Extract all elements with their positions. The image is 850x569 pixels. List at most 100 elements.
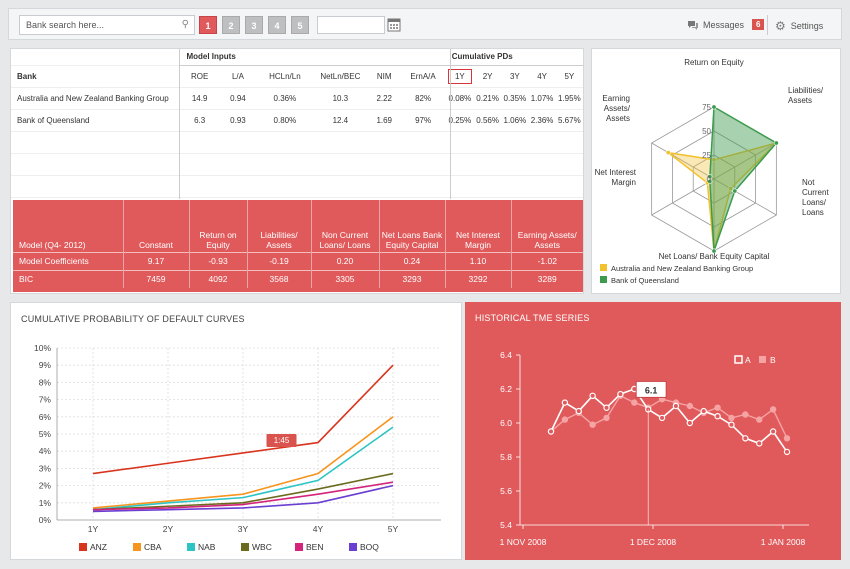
tab-pd-1y[interactable]: 1Y [445,65,474,88]
y-tick-label: 6% [39,412,52,422]
radar-axis-label: Net Loans/ Bank Equity Capital [659,252,770,261]
legend-swatch [600,276,607,283]
group-header-cumulative-pds: Cumulative PDs [445,49,583,66]
annotation-box [635,380,667,398]
radar-axis-label: Earning Assets/Assets [602,94,630,123]
x-tick-label: 1 JAN 2008 [761,537,806,547]
page-button-4[interactable]: 4 [268,16,286,34]
radar-tick-label: 50 [702,127,711,136]
column-header-la[interactable]: L/A [218,65,258,88]
legend-label: ANZ [90,542,107,552]
pd-chart-title: CUMULATIVE PROBABILITY OF DEFAULT CURVES [21,314,245,324]
y-tick-label: 5% [39,429,52,439]
series-line [92,484,394,513]
table-cell: 7459 [123,269,190,288]
table-cell: 0.24 [379,251,446,270]
table-row[interactable]: Bank of Queensland 6.3 0.93 0.80% 12.4 1… [11,109,583,132]
radar-point [711,157,717,163]
model-header: Net Loans Bank Equity Capital [379,200,446,252]
series-point [672,402,680,410]
bank-inputs-table: Model Inputs Cumulative PDs Bank ROE L/A… [11,49,583,198]
bank-name: Bank of Queensland [11,109,181,132]
radar-tick-label: 75 [702,103,711,112]
legend-swatch [349,543,357,551]
column-header-roe[interactable]: ROE [180,65,219,88]
calendar-icon[interactable] [387,16,401,32]
legend-swatch [734,355,743,364]
radar-point [711,248,717,254]
model-header: Liabilities/ Assets [247,200,312,252]
radar-point [732,188,738,194]
series-line [92,416,394,509]
table-cell: 0.20 [311,251,380,270]
chat-icon [688,20,698,30]
series-point [547,428,555,435]
messages-button[interactable]: Messages 6 [687,19,765,30]
bank-search-input[interactable]: Bank search here... ⚲ [19,15,195,35]
y-tick-label: 4% [39,446,52,456]
settings-button[interactable]: ⚙ Settings [775,19,823,33]
tab-pd-5y[interactable]: 5Y [555,65,583,88]
column-header-netln[interactable]: NetLn/BEC [312,65,369,88]
legend-swatch [241,543,249,551]
radar-point [728,186,734,192]
table-cell: 3293 [379,269,446,288]
search-placeholder: Bank search here... [26,20,105,30]
legend-swatch [187,543,195,551]
radar-axis-label: Liabilities/Assets [788,86,824,105]
y-tick-label: 6.0 [500,418,512,428]
column-header-nim[interactable]: NIM [368,65,401,88]
tme-series-panel: HISTORICAL TME SERIES 5.4 5.6 5.8 6.0 6.2 6.4… [465,302,841,560]
model-header: Non Current Loans/ Loans [311,200,380,252]
search-icon[interactable]: ⚲ [181,19,189,30]
series-point [686,419,694,427]
annotation-box [266,434,297,448]
tab-pd-2y[interactable]: 2Y [474,65,502,88]
tab-pd-4y[interactable]: 4Y [528,65,556,88]
legend-label: WBC [252,542,272,552]
page-button-1[interactable]: 1 [199,16,217,34]
series-point [783,435,791,442]
legend-label: Australia and New Zealand Banking Group [611,264,753,273]
legend-swatch [759,356,766,363]
column-header-hcln[interactable]: HCLn/Ln [257,65,313,88]
radar-tick-label: 0 [707,175,712,184]
row-label: Model Coefficients [13,251,124,270]
tab-pd-3y[interactable]: 3Y [501,65,529,88]
radar-point [711,104,717,110]
pd-curves-chart: 0% 1% 2% 3% 4% 5% 6% 7% 8% 9% 10% 1Y 2Y 3Y 4Y 5Y 1:45 ANZ… [34,343,441,552]
series-point [575,407,582,415]
legend-swatch [133,543,141,551]
x-tick-label: 1 DEC 2008 [630,537,677,547]
table-cell: 12.4 [312,109,369,132]
legend-label: CBA [144,542,162,552]
model-header: Net Interest Margin [445,200,512,252]
model-coefficients-table: Model (Q4- 2012) Constant Return on Equi… [13,200,583,292]
date-input[interactable] [317,16,385,34]
series-point [714,412,721,420]
annotation-label: 1:45 [274,436,290,445]
table-row[interactable]: Australia and New Zealand Banking Group … [11,87,583,110]
selected-pd-1y[interactable]: 1Y [447,68,472,84]
radar-chart: 0 25 50 75 Return on Equity Liabilities/Asset… [595,58,830,285]
x-tick-label: 3Y [238,524,249,534]
column-header-erna[interactable]: ErnA/A [400,65,446,88]
x-tick-label: 1Y [88,524,99,534]
table-cell: 0.35% [501,87,529,110]
toolbar-divider [767,15,768,35]
page-button-2[interactable]: 2 [222,16,240,34]
table-cell: 0.36% [257,87,313,110]
y-tick-label: 6.2 [500,384,512,394]
series-line [92,481,394,511]
table-cell: 1.07% [528,87,556,110]
page-button-3[interactable]: 3 [245,16,263,34]
table-cell: 4092 [189,269,248,288]
table-cell: 0.25% [445,109,474,132]
y-tick-label: 5.8 [500,452,512,462]
table-cell: 5.67% [555,109,583,132]
page-button-5[interactable]: 5 [291,16,309,34]
table-cell: 0.21% [474,87,502,110]
table-cell: -0.19 [247,251,312,270]
table-cell: 2.36% [528,109,556,132]
table-cell: 3568 [247,269,312,288]
